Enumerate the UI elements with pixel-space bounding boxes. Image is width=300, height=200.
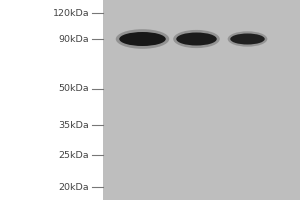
Ellipse shape [230,33,265,45]
Ellipse shape [228,31,267,47]
Text: 120kDa: 120kDa [52,8,89,18]
Text: 25kDa: 25kDa [58,150,89,160]
Ellipse shape [119,32,166,46]
Ellipse shape [176,32,217,46]
Text: 50kDa: 50kDa [58,84,89,93]
Ellipse shape [173,30,220,48]
Ellipse shape [116,29,169,49]
FancyBboxPatch shape [103,0,300,200]
Text: 20kDa: 20kDa [58,182,89,192]
Text: 90kDa: 90kDa [58,34,89,44]
Text: 35kDa: 35kDa [58,120,89,130]
